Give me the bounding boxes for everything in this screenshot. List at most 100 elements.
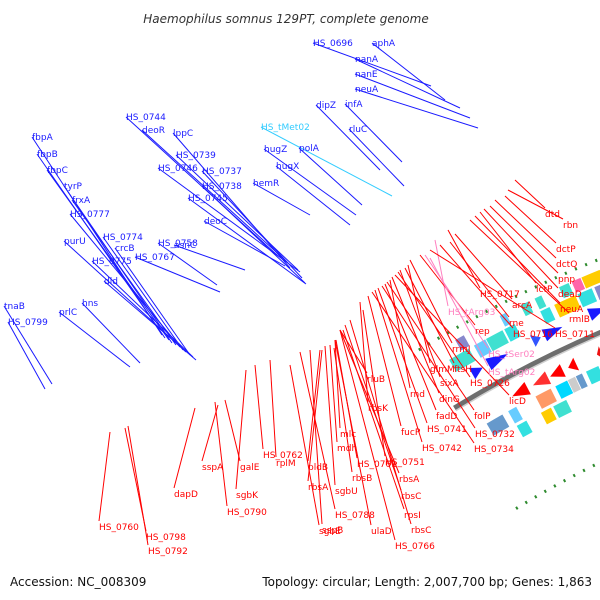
gene-label: rbsB — [352, 474, 372, 484]
genome-summary-text: Topology: circular; Length: 2,007,700 bp… — [261, 575, 592, 589]
gene-label: rplM — [276, 459, 296, 469]
gene-arrow-track3 — [586, 308, 600, 321]
feature-block-track5 — [486, 414, 510, 436]
gene-label: galE — [240, 463, 260, 473]
gene-label: fbpA — [32, 133, 54, 143]
gene-label: dipZ — [316, 101, 336, 111]
gene-label: HS_0792 — [148, 547, 188, 557]
gene-label: fadD — [436, 412, 457, 422]
gene-label: rnd — [410, 390, 425, 400]
gene-label: fbpB — [37, 150, 58, 160]
connector-line — [275, 165, 351, 226]
gene-label: HS_0751 — [385, 458, 425, 468]
gene-label: rep — [475, 327, 490, 337]
connector-line — [127, 425, 149, 546]
connector-line — [334, 339, 372, 526]
gene-label: neuA — [560, 305, 584, 315]
connector-line — [3, 305, 53, 385]
connector-line — [329, 344, 338, 443]
connector-line — [324, 345, 336, 486]
feature-block-track2 — [577, 288, 598, 308]
gene-label: deoR — [142, 126, 165, 136]
connector-line — [201, 404, 219, 462]
gene-label: HS_0737 — [202, 167, 242, 177]
feature-block-track1 — [455, 335, 470, 351]
map-title: Haemophilus somnus 129PT, complete genom… — [143, 12, 428, 26]
connector-line — [98, 431, 111, 522]
connector-line — [434, 239, 449, 307]
gene-label: infA — [345, 100, 363, 110]
connector-line — [260, 126, 393, 197]
connector-line — [114, 247, 191, 356]
gene-label: HS_0745 — [188, 194, 228, 204]
connector-line — [386, 281, 475, 411]
connector-line — [312, 42, 432, 87]
gene-label: rbsC — [401, 492, 421, 502]
connector-line — [69, 213, 181, 348]
feature-block-track5 — [555, 380, 574, 399]
connector-line — [391, 276, 440, 394]
gene-label: arcA — [512, 301, 533, 311]
gene-arrow-track3 — [541, 326, 563, 342]
connector-line — [263, 148, 357, 216]
connector-line — [404, 267, 455, 364]
gene-label: nanA — [355, 55, 379, 65]
feature-block-track5 — [535, 388, 557, 409]
gene-label: HS_0744 — [126, 113, 166, 123]
gene-label: purU — [64, 237, 86, 247]
gene-label: dld — [104, 277, 118, 287]
feature-block-track5 — [575, 373, 588, 390]
connector-line — [46, 169, 170, 341]
gene-label: HS_0742 — [422, 444, 462, 454]
connector-line — [344, 324, 402, 491]
gene-label: hns — [82, 299, 98, 309]
gene-label: prlC — [59, 308, 77, 318]
gene-label: rbsA — [308, 483, 329, 493]
connector-line — [354, 88, 479, 129]
gene-label: folP — [474, 412, 491, 422]
connector-line — [348, 128, 405, 187]
gene-label: HS_0774 — [103, 233, 143, 243]
gene-label: HS_0798 — [146, 533, 186, 543]
connector-line — [381, 285, 476, 429]
gene-label: rne — [509, 319, 524, 329]
connector-line — [58, 311, 131, 368]
connector-line — [299, 351, 336, 510]
connector-line — [454, 233, 513, 300]
gene-label: HS_tMet02 — [261, 123, 310, 133]
connector-line — [173, 407, 196, 489]
gene-label: fucP — [401, 428, 421, 438]
feature-block-track5 — [567, 376, 581, 393]
feature-block-track1 — [534, 295, 547, 310]
feature-rings — [449, 269, 600, 438]
connector-line — [201, 185, 306, 284]
gene-labels: HS_0696 aphA nanA nanE neuA dipZ infA rluC HS_tM… — [4, 39, 595, 557]
connector-line — [429, 249, 556, 329]
gene-label: lctP — [536, 285, 553, 295]
gene-label: pnp — [558, 275, 575, 285]
connector-line — [175, 154, 299, 271]
gene-label: rbsC — [411, 526, 431, 536]
gene-label: HS_tSer02 — [488, 350, 535, 360]
gene-label: fbpC — [47, 166, 68, 176]
gene-label: rluB — [367, 375, 385, 385]
gene-label: hemR — [253, 179, 279, 189]
connector-line — [371, 291, 475, 444]
gene-label: HS_0762 — [263, 451, 303, 461]
connector-line — [339, 329, 400, 474]
feature-block-track2 — [485, 330, 509, 352]
gene-arrow-track3 — [485, 353, 509, 371]
gene-label: HS_0761 — [357, 460, 397, 470]
gene-label: lppC — [173, 129, 193, 139]
connector-line — [504, 195, 557, 244]
feature-block-track6 — [540, 407, 557, 425]
accession-text: Accession: NC_008309 — [10, 575, 146, 589]
gene-label: dctP — [556, 245, 576, 255]
gene-label: ulaD — [371, 527, 392, 537]
connector-line — [479, 211, 537, 284]
connector-line — [507, 189, 564, 220]
gene-label: dinG — [439, 395, 460, 405]
gene-label: rbsA — [399, 475, 420, 485]
gene-label: HS_0767 — [135, 253, 175, 263]
